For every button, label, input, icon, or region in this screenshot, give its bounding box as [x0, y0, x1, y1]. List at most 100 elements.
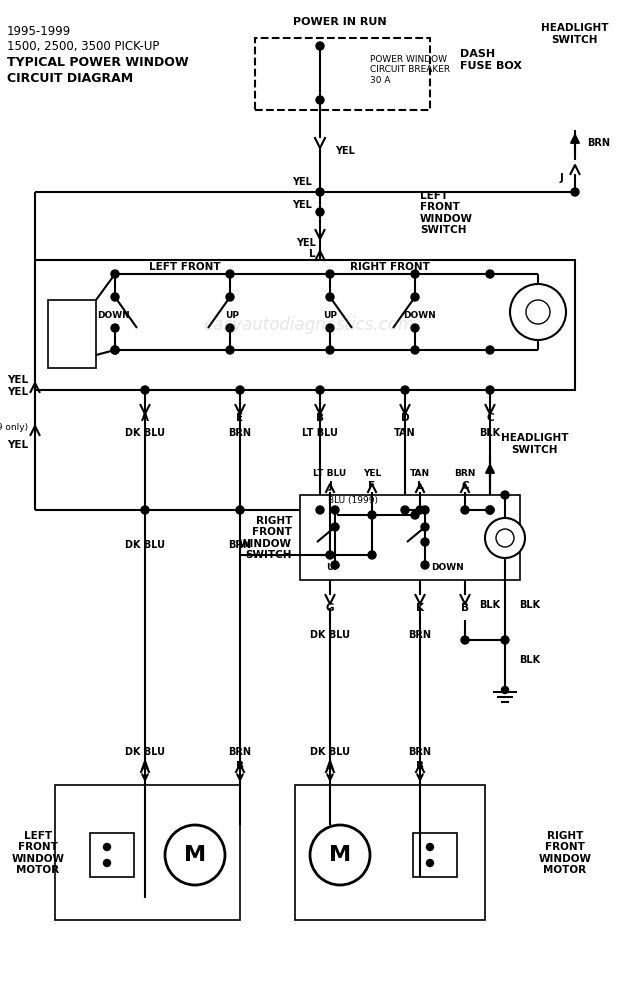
Bar: [48, 300, 96, 368]
Bar: [90, 833, 134, 877]
Text: YEL: YEL: [296, 238, 316, 248]
Circle shape: [426, 844, 433, 850]
Text: G: G: [326, 603, 334, 613]
Text: LEFT
FRONT
WINDOW
MOTOR: LEFT FRONT WINDOW MOTOR: [12, 831, 64, 875]
Text: BRN: BRN: [408, 747, 431, 757]
Text: BLK: BLK: [480, 428, 501, 438]
Text: BRN: BRN: [587, 138, 610, 148]
Text: YEL: YEL: [292, 177, 312, 187]
Circle shape: [486, 506, 494, 514]
Bar: [255, 38, 430, 110]
Text: LEFT FRONT: LEFT FRONT: [149, 262, 221, 272]
Text: BLU (1999): BLU (1999): [328, 495, 378, 504]
Text: RIGHT FRONT: RIGHT FRONT: [350, 262, 430, 272]
Text: BRN: BRN: [229, 747, 252, 757]
Circle shape: [226, 270, 234, 278]
Circle shape: [103, 844, 111, 850]
Circle shape: [368, 511, 376, 519]
Text: M: M: [329, 845, 351, 865]
Circle shape: [226, 293, 234, 301]
Text: DK BLU: DK BLU: [125, 428, 165, 438]
Circle shape: [421, 561, 429, 569]
Text: DOWN: DOWN: [402, 310, 435, 320]
Circle shape: [426, 859, 433, 866]
Text: BLU (1999 only): BLU (1999 only): [0, 424, 28, 432]
Text: YEL: YEL: [7, 387, 28, 397]
Text: POWER IN RUN: POWER IN RUN: [293, 17, 387, 27]
Circle shape: [461, 506, 469, 514]
Text: J: J: [559, 173, 563, 183]
Text: SWITCH: SWITCH: [552, 35, 598, 45]
Circle shape: [111, 346, 119, 354]
Text: RIGHT
FRONT
WINDOW
SWITCH: RIGHT FRONT WINDOW SWITCH: [239, 516, 292, 560]
Circle shape: [501, 636, 509, 644]
Text: C: C: [461, 481, 469, 491]
Circle shape: [111, 270, 119, 278]
Text: BLK: BLK: [519, 655, 540, 665]
Circle shape: [141, 386, 149, 394]
Text: C: C: [486, 413, 494, 423]
Text: BRN: BRN: [229, 428, 252, 438]
Text: BLK: BLK: [479, 600, 500, 610]
Circle shape: [310, 825, 370, 885]
Circle shape: [331, 561, 339, 569]
Circle shape: [486, 386, 494, 394]
Text: B: B: [236, 761, 244, 771]
Text: BLK: BLK: [519, 600, 540, 610]
Text: easyautodiagnostics.com: easyautodiagnostics.com: [203, 316, 415, 334]
Circle shape: [111, 346, 119, 354]
Bar: [300, 495, 520, 580]
Circle shape: [103, 859, 111, 866]
Circle shape: [416, 506, 424, 514]
Circle shape: [571, 188, 579, 196]
Bar: [55, 785, 240, 920]
Circle shape: [326, 270, 334, 278]
Circle shape: [316, 96, 324, 104]
Circle shape: [111, 293, 119, 301]
Text: L: L: [417, 481, 423, 491]
Circle shape: [316, 188, 324, 196]
Text: HEADLIGHT
SWITCH: HEADLIGHT SWITCH: [501, 433, 569, 455]
Text: UP: UP: [225, 310, 239, 320]
Text: J: J: [328, 481, 332, 491]
Text: 1500, 2500, 3500 PICK-UP: 1500, 2500, 3500 PICK-UP: [7, 40, 159, 53]
Circle shape: [401, 506, 409, 514]
Text: BRN: BRN: [229, 540, 252, 550]
Circle shape: [421, 538, 429, 546]
Circle shape: [496, 529, 514, 547]
Text: YEL: YEL: [292, 200, 312, 210]
Text: D: D: [400, 413, 409, 423]
Circle shape: [326, 293, 334, 301]
Text: DASH
FUSE BOX: DASH FUSE BOX: [460, 49, 522, 71]
Text: B: B: [461, 603, 469, 613]
Text: UP: UP: [323, 310, 337, 320]
Text: YEL: YEL: [7, 375, 28, 385]
Circle shape: [316, 386, 324, 394]
Circle shape: [316, 208, 324, 216]
Text: YEL: YEL: [363, 470, 381, 479]
Circle shape: [510, 284, 566, 340]
Text: DOWN: DOWN: [96, 310, 129, 320]
Text: LT BLU: LT BLU: [313, 470, 347, 479]
Text: B: B: [416, 761, 424, 771]
Circle shape: [411, 293, 419, 301]
Circle shape: [411, 511, 419, 519]
Text: TYPICAL POWER WINDOW: TYPICAL POWER WINDOW: [7, 56, 188, 69]
Circle shape: [368, 551, 376, 559]
Text: M: M: [184, 845, 206, 865]
Bar: [413, 833, 457, 877]
Text: A: A: [141, 761, 149, 771]
Text: L: L: [310, 249, 316, 259]
Bar: [295, 785, 485, 920]
Circle shape: [226, 346, 234, 354]
Text: POWER WINDOW
CIRCUIT BREAKER
30 A: POWER WINDOW CIRCUIT BREAKER 30 A: [370, 55, 450, 85]
Text: YEL: YEL: [7, 440, 28, 450]
Circle shape: [316, 42, 324, 50]
Circle shape: [526, 300, 550, 324]
Circle shape: [141, 506, 149, 514]
Circle shape: [111, 324, 119, 332]
Text: DK BLU: DK BLU: [125, 540, 165, 550]
Bar: [35, 260, 575, 390]
Circle shape: [236, 386, 244, 394]
Circle shape: [326, 324, 334, 332]
